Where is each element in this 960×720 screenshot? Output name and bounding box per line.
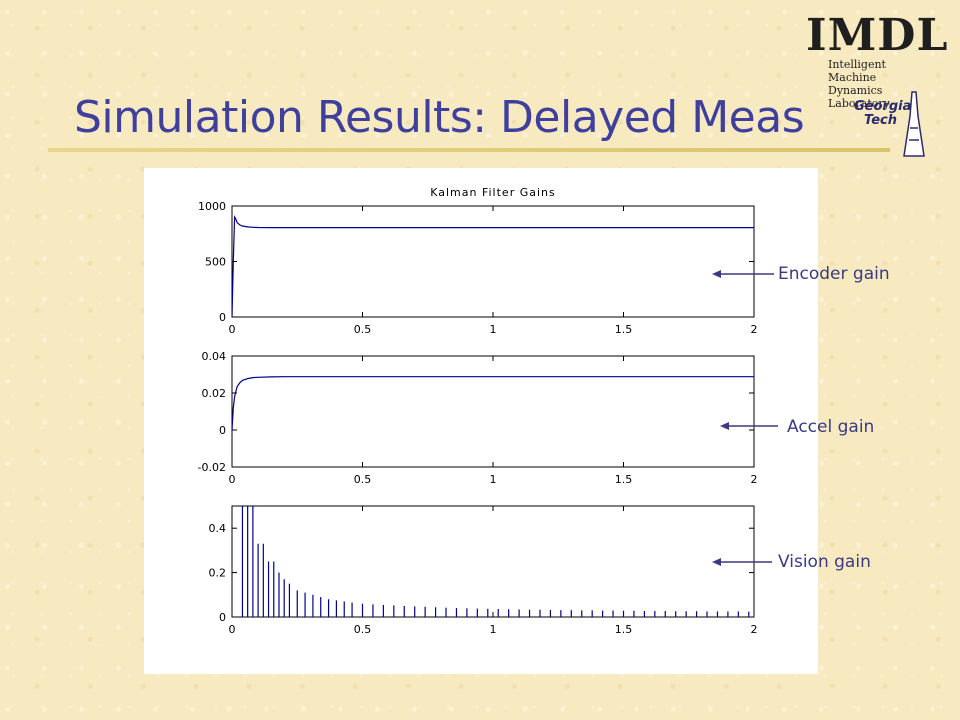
subplot-1: Kalman Filter Gains 0 0.5 1 1.5 2 0 500 1000 bbox=[198, 186, 758, 336]
accel-arrow-icon bbox=[720, 422, 778, 430]
chart-title: Kalman Filter Gains bbox=[430, 186, 556, 199]
y-tick-label: 0.4 bbox=[209, 522, 227, 535]
x-tick-label: 0.5 bbox=[354, 473, 372, 486]
x-tick-label: 2 bbox=[751, 623, 758, 636]
accel-gain-label: Accel gain bbox=[787, 417, 875, 437]
gt-logo-line1: Georgia bbox=[854, 99, 911, 114]
imdl-logo: IMDL Intelligent Machine Dynamics Labora… bbox=[806, 10, 949, 111]
y-tick-label: 0 bbox=[219, 311, 226, 324]
series-line bbox=[232, 376, 754, 431]
imdl-logo-line2: Dynamics Laboratory bbox=[828, 84, 890, 110]
georgia-tech-logo: Georgia Tech bbox=[854, 91, 925, 157]
x-tick-label: 0.5 bbox=[354, 323, 372, 336]
tower-detail bbox=[909, 127, 919, 141]
figure-panel: Kalman Filter Gains 0 0.5 1 1.5 2 0 500 1000 0 0.5… bbox=[144, 168, 818, 674]
vision-gain-label: Vision gain bbox=[778, 552, 871, 572]
y-tick-label: 1000 bbox=[198, 200, 226, 213]
y-tick-label: 0.2 bbox=[209, 567, 227, 580]
x-tick-label: 0 bbox=[229, 323, 236, 336]
imdl-logo-line1: Intelligent Machine bbox=[828, 58, 886, 84]
y-tick-label: 0 bbox=[219, 611, 226, 624]
vision-arrow-icon bbox=[712, 558, 772, 566]
gt-logo-line2: Tech bbox=[864, 113, 897, 128]
x-tick-label: 0 bbox=[229, 623, 236, 636]
axes-box bbox=[231, 505, 755, 618]
axes-box bbox=[231, 205, 755, 318]
x-tick-label: 0.5 bbox=[354, 623, 372, 636]
y-tick-label: 500 bbox=[205, 256, 226, 269]
slide-title: Simulation Results: Delayed Meas bbox=[74, 92, 805, 143]
subplot-3: 0 0.5 1 1.5 2 0 0.2 0.4 bbox=[209, 505, 758, 636]
x-tick-label: 1.5 bbox=[615, 623, 633, 636]
x-tick-label: 2 bbox=[751, 323, 758, 336]
x-tick-label: 1.5 bbox=[615, 323, 633, 336]
y-tick-label: 0.04 bbox=[202, 350, 227, 363]
encoder-gain-label: Encoder gain bbox=[778, 264, 890, 284]
x-tick-label: 2 bbox=[751, 473, 758, 486]
x-tick-label: 1 bbox=[490, 323, 497, 336]
y-tick-label: 0 bbox=[219, 424, 226, 437]
imdl-logo-abbr: IMDL bbox=[806, 10, 949, 61]
x-tick-label: 1 bbox=[490, 473, 497, 486]
x-tick-label: 0 bbox=[229, 473, 236, 486]
y-tick-label: -0.02 bbox=[198, 461, 226, 474]
encoder-arrow-icon bbox=[712, 270, 774, 278]
title-underline bbox=[48, 148, 890, 152]
axes-box bbox=[231, 355, 755, 468]
series-line bbox=[232, 215, 754, 317]
x-tick-label: 1 bbox=[490, 623, 497, 636]
x-tick-label: 1.5 bbox=[615, 473, 633, 486]
y-tick-label: 0.02 bbox=[202, 387, 227, 400]
